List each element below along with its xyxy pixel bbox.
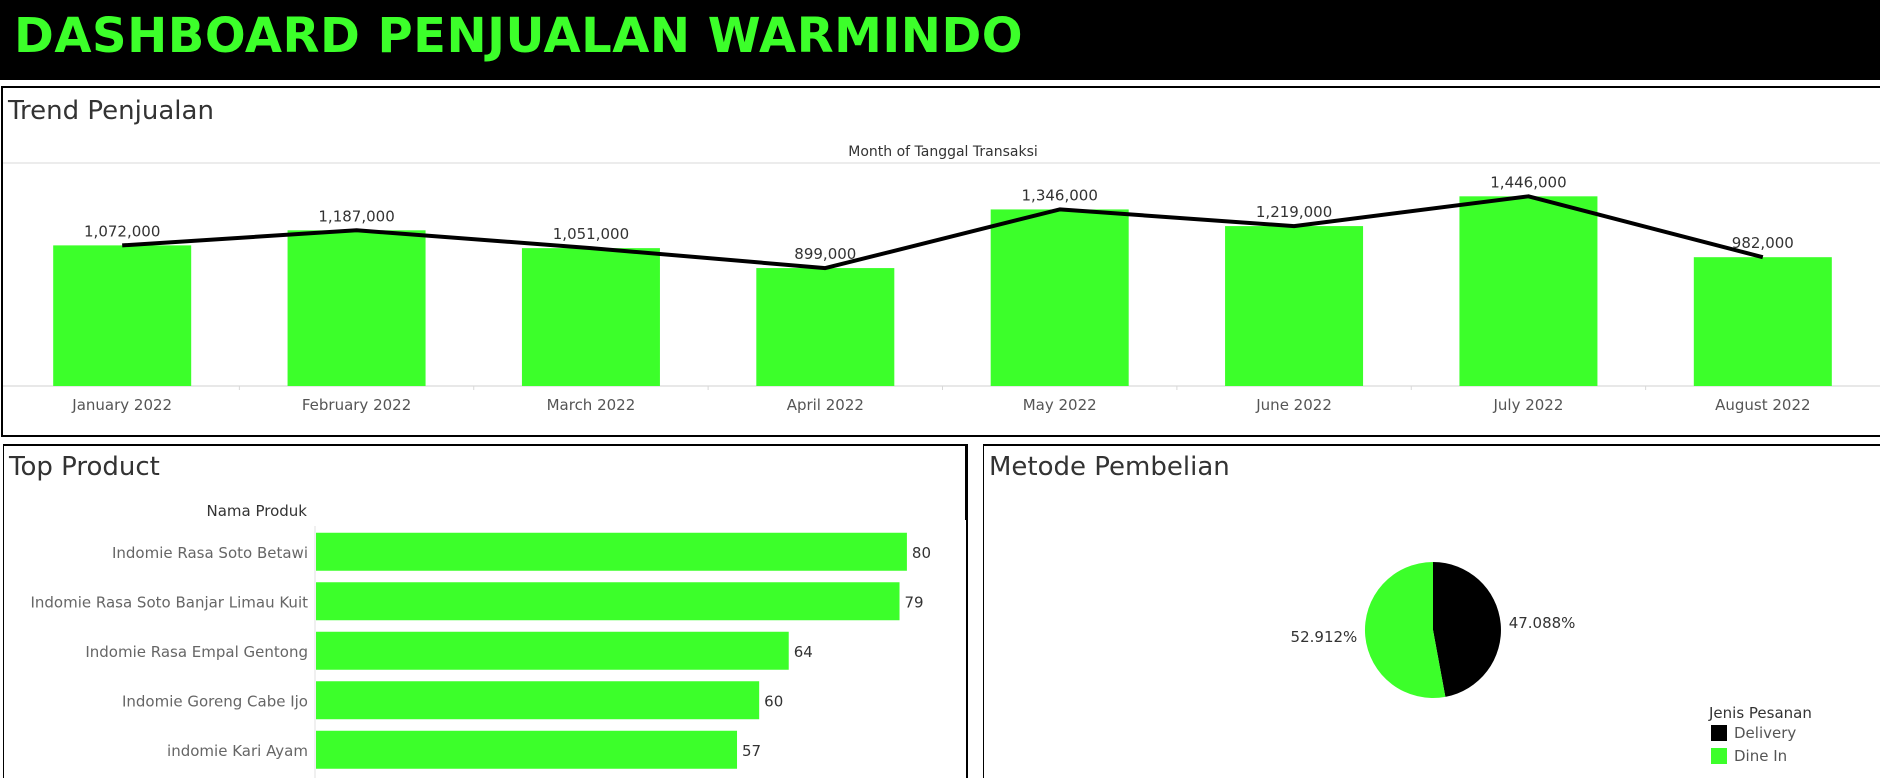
trend-data-label: 1,051,000 bbox=[553, 225, 629, 243]
product-value-label: 79 bbox=[905, 593, 924, 611]
trend-x-tick-label[interactable]: March 2022 bbox=[547, 396, 636, 414]
trend-x-tick-label[interactable]: January 2022 bbox=[71, 396, 172, 414]
trend-x-axis-title: Month of Tanggal Transaksi bbox=[848, 144, 1038, 160]
trend-chart: Month of Tanggal Transaksi 1,072,000 1,18… bbox=[3, 144, 1880, 414]
dashboard-header: DASHBOARD PENJUALAN WARMINDO bbox=[0, 0, 1880, 80]
trend-data-label: 982,000 bbox=[1732, 234, 1794, 252]
trend-bar bbox=[1225, 226, 1364, 386]
trend-bar bbox=[521, 248, 660, 386]
product-name-label[interactable]: Indomie Rasa Soto Betawi bbox=[112, 544, 308, 562]
product-name-label[interactable]: Indomie Rasa Empal Gentong bbox=[85, 643, 308, 661]
trend-bar bbox=[53, 245, 192, 386]
trend-x-tick-label[interactable]: May 2022 bbox=[1023, 396, 1097, 414]
metode-pie-chart: 47.088% 52.912% Jenis Pesanan Delivery Din… bbox=[1291, 562, 1812, 765]
trend-line-series bbox=[122, 194, 1764, 271]
trend-panel-title: Trend Penjualan bbox=[8, 96, 214, 126]
pie-percent-label: 52.912% bbox=[1291, 628, 1358, 646]
top-product-panel: Top Product Nama Produk Indomie Rasa Sot… bbox=[3, 444, 968, 778]
trend-data-label: 1,072,000 bbox=[84, 222, 160, 240]
top-product-panel-title: Top Product bbox=[9, 452, 160, 482]
product-bar bbox=[316, 582, 900, 621]
top-product-axis-title: Nama Produk bbox=[207, 502, 308, 520]
legend-item-label[interactable]: Delivery bbox=[1734, 724, 1796, 742]
product-value-label: 64 bbox=[794, 643, 813, 661]
product-name-label[interactable]: Indomie Rasa Soto Banjar Limau Kuit bbox=[30, 593, 308, 611]
legend-title: Jenis Pesanan bbox=[1708, 704, 1812, 722]
product-bar bbox=[316, 681, 760, 720]
trend-bar bbox=[1459, 196, 1598, 386]
product-value-label: 80 bbox=[912, 544, 931, 562]
top-product-chart: Nama Produk Indomie Rasa Soto Betawi 80 In… bbox=[30, 446, 966, 778]
trend-bar bbox=[756, 268, 895, 386]
trend-panel: Trend Penjualan Month of Tanggal Transak… bbox=[1, 86, 1880, 437]
pie-percent-label: 47.088% bbox=[1509, 614, 1576, 632]
legend-item-label[interactable]: Dine In bbox=[1734, 747, 1787, 765]
trend-data-label: 1,187,000 bbox=[318, 207, 394, 225]
metode-pembelian-panel: Metode Pembelian 47.088% 52.912% Jenis Pe… bbox=[983, 444, 1880, 778]
trend-x-tick-label[interactable]: July 2022 bbox=[1492, 396, 1563, 414]
trend-x-tick-label[interactable]: June 2022 bbox=[1255, 396, 1332, 414]
product-bar bbox=[316, 730, 738, 769]
pie-slice[interactable] bbox=[1433, 562, 1501, 697]
product-bar bbox=[316, 532, 907, 571]
dashboard-title: DASHBOARD PENJUALAN WARMINDO bbox=[14, 8, 1024, 64]
trend-data-label: 899,000 bbox=[794, 245, 856, 263]
pie-slice[interactable] bbox=[1364, 562, 1446, 698]
product-value-label: 60 bbox=[764, 692, 783, 710]
product-name-label[interactable]: indomie Kari Ayam bbox=[167, 742, 308, 760]
legend-swatch bbox=[1711, 725, 1727, 741]
metode-panel-title: Metode Pembelian bbox=[989, 452, 1230, 482]
legend-swatch bbox=[1711, 748, 1727, 764]
trend-data-label: 1,446,000 bbox=[1490, 173, 1566, 191]
trend-bar bbox=[1693, 257, 1832, 386]
trend-data-label: 1,219,000 bbox=[1256, 203, 1332, 221]
product-value-label: 57 bbox=[742, 742, 761, 760]
product-bar bbox=[316, 631, 789, 670]
trend-x-tick-label[interactable]: February 2022 bbox=[302, 396, 411, 414]
product-name-label[interactable]: Indomie Goreng Cabe Ijo bbox=[122, 692, 308, 710]
trend-bar bbox=[990, 209, 1129, 386]
trend-x-tick-label[interactable]: April 2022 bbox=[787, 396, 864, 414]
trend-x-tick-label[interactable]: August 2022 bbox=[1715, 396, 1810, 414]
trend-data-label: 1,346,000 bbox=[1022, 186, 1098, 204]
trend-bar bbox=[287, 230, 426, 386]
